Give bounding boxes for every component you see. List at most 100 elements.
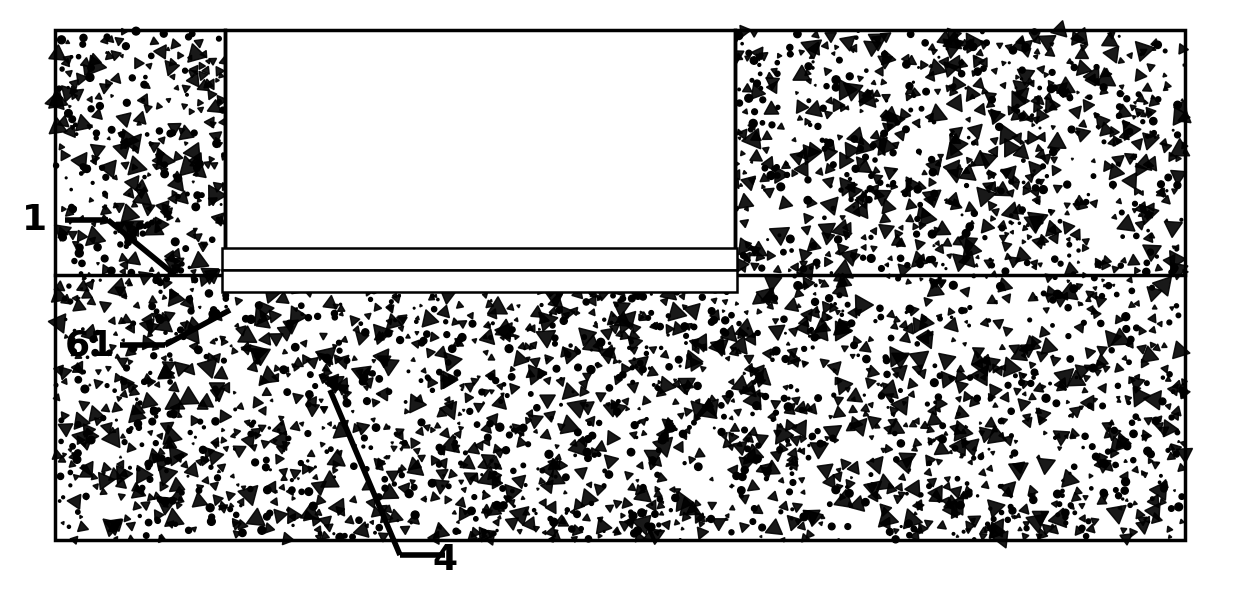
Polygon shape bbox=[924, 298, 932, 307]
Polygon shape bbox=[833, 273, 843, 282]
Polygon shape bbox=[758, 393, 760, 396]
Circle shape bbox=[221, 204, 222, 205]
Polygon shape bbox=[1123, 459, 1127, 462]
Polygon shape bbox=[541, 429, 551, 439]
Circle shape bbox=[832, 486, 839, 494]
Polygon shape bbox=[1091, 518, 1099, 525]
Polygon shape bbox=[486, 300, 494, 308]
Circle shape bbox=[882, 51, 888, 57]
Polygon shape bbox=[740, 26, 751, 37]
Polygon shape bbox=[554, 530, 558, 533]
Polygon shape bbox=[645, 450, 662, 466]
Polygon shape bbox=[992, 68, 997, 74]
Circle shape bbox=[412, 511, 419, 519]
Polygon shape bbox=[839, 36, 856, 51]
Circle shape bbox=[972, 274, 976, 277]
Circle shape bbox=[1122, 312, 1130, 321]
Polygon shape bbox=[973, 55, 985, 68]
Circle shape bbox=[192, 277, 197, 283]
Polygon shape bbox=[929, 59, 946, 76]
Circle shape bbox=[170, 497, 176, 504]
Polygon shape bbox=[720, 432, 728, 440]
Circle shape bbox=[771, 166, 777, 171]
Circle shape bbox=[651, 293, 652, 295]
Circle shape bbox=[223, 292, 228, 298]
Polygon shape bbox=[888, 419, 904, 434]
Polygon shape bbox=[1033, 55, 1038, 59]
Polygon shape bbox=[1157, 188, 1167, 197]
Polygon shape bbox=[970, 365, 987, 386]
Polygon shape bbox=[539, 371, 546, 378]
Polygon shape bbox=[128, 443, 136, 452]
Circle shape bbox=[939, 56, 940, 58]
Circle shape bbox=[972, 538, 976, 541]
Circle shape bbox=[149, 303, 155, 309]
Circle shape bbox=[756, 443, 761, 448]
Circle shape bbox=[210, 465, 213, 469]
Polygon shape bbox=[435, 346, 448, 358]
Polygon shape bbox=[897, 457, 913, 473]
Text: 1: 1 bbox=[22, 203, 47, 237]
Polygon shape bbox=[972, 150, 990, 166]
Circle shape bbox=[666, 314, 671, 318]
Polygon shape bbox=[308, 450, 315, 457]
Polygon shape bbox=[61, 522, 64, 525]
Circle shape bbox=[908, 31, 914, 37]
Polygon shape bbox=[103, 264, 112, 274]
Polygon shape bbox=[115, 37, 124, 46]
Polygon shape bbox=[216, 216, 224, 224]
Circle shape bbox=[848, 320, 854, 327]
Polygon shape bbox=[184, 327, 200, 343]
Circle shape bbox=[1063, 514, 1068, 520]
Circle shape bbox=[1009, 179, 1013, 184]
Circle shape bbox=[427, 377, 430, 381]
Polygon shape bbox=[890, 322, 898, 329]
Polygon shape bbox=[892, 413, 895, 417]
Circle shape bbox=[1095, 261, 1101, 267]
Circle shape bbox=[1070, 62, 1073, 64]
Polygon shape bbox=[739, 495, 749, 504]
Circle shape bbox=[192, 203, 200, 211]
Polygon shape bbox=[1141, 346, 1158, 362]
Polygon shape bbox=[1111, 437, 1126, 452]
Polygon shape bbox=[492, 477, 502, 489]
Circle shape bbox=[1012, 450, 1018, 456]
Polygon shape bbox=[201, 457, 210, 466]
Circle shape bbox=[802, 346, 806, 351]
Circle shape bbox=[315, 466, 316, 468]
Polygon shape bbox=[1063, 89, 1073, 97]
Polygon shape bbox=[791, 263, 799, 271]
Circle shape bbox=[929, 169, 936, 176]
Polygon shape bbox=[795, 402, 807, 414]
Polygon shape bbox=[408, 457, 422, 470]
Circle shape bbox=[200, 193, 205, 197]
Polygon shape bbox=[868, 491, 878, 501]
Circle shape bbox=[551, 538, 554, 542]
Circle shape bbox=[1042, 394, 1050, 402]
Circle shape bbox=[1152, 131, 1157, 135]
Polygon shape bbox=[130, 227, 139, 236]
Polygon shape bbox=[908, 469, 910, 472]
Circle shape bbox=[745, 94, 753, 102]
Polygon shape bbox=[820, 359, 830, 368]
Polygon shape bbox=[1182, 142, 1188, 149]
Polygon shape bbox=[102, 205, 107, 210]
Circle shape bbox=[126, 428, 131, 434]
Circle shape bbox=[71, 56, 73, 58]
Polygon shape bbox=[1083, 273, 1087, 278]
Polygon shape bbox=[805, 118, 811, 125]
Polygon shape bbox=[309, 397, 311, 399]
Polygon shape bbox=[730, 433, 733, 437]
Circle shape bbox=[320, 374, 325, 379]
Polygon shape bbox=[1097, 360, 1106, 370]
Polygon shape bbox=[278, 326, 294, 341]
Circle shape bbox=[1030, 114, 1033, 116]
Polygon shape bbox=[1034, 383, 1044, 392]
Circle shape bbox=[521, 463, 526, 467]
Polygon shape bbox=[527, 329, 529, 331]
Polygon shape bbox=[901, 55, 909, 63]
Circle shape bbox=[177, 327, 184, 333]
Polygon shape bbox=[64, 334, 68, 339]
Circle shape bbox=[1158, 481, 1161, 484]
Polygon shape bbox=[379, 337, 383, 340]
